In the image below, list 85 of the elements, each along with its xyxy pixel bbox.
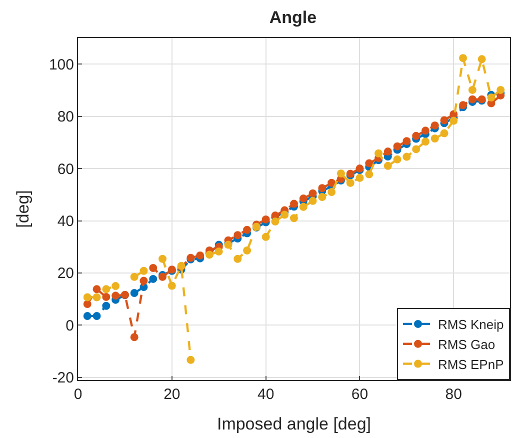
point: [318, 184, 326, 192]
point: [336, 169, 345, 178]
point: [271, 218, 280, 226]
point: [374, 149, 383, 158]
point: [112, 292, 120, 300]
x-tick-label: 40: [257, 386, 274, 403]
point: [262, 232, 270, 241]
point: [365, 170, 374, 178]
x-tick-label: 20: [164, 386, 180, 403]
point: [214, 248, 223, 256]
point: [450, 116, 458, 125]
point: [384, 162, 392, 170]
point: [328, 178, 336, 187]
point: [393, 142, 402, 150]
point: [440, 129, 448, 138]
point: [459, 54, 468, 62]
point: [262, 215, 270, 224]
point: [92, 312, 101, 320]
point: [365, 159, 374, 168]
point: [412, 132, 420, 140]
point: [102, 302, 110, 310]
point: [402, 152, 411, 161]
point: [149, 264, 158, 272]
point: [328, 188, 336, 196]
y-tick-label: 100: [48, 56, 74, 74]
point: [130, 333, 138, 342]
point: [243, 246, 252, 255]
point: [299, 194, 308, 203]
point: [430, 134, 439, 143]
point: [384, 148, 392, 156]
point: [440, 116, 448, 124]
point: [196, 251, 204, 260]
point: [412, 145, 420, 154]
y-tick-label: -20: [52, 370, 74, 387]
y-tick-label: 0: [66, 317, 74, 334]
point: [487, 94, 496, 102]
point: [186, 356, 195, 364]
y-tick-label: 20: [57, 265, 74, 282]
point: [478, 55, 486, 64]
point: [496, 86, 505, 94]
point: [83, 312, 92, 320]
point: [421, 126, 430, 135]
point: [402, 137, 411, 146]
point: [430, 121, 439, 130]
point: [102, 292, 110, 301]
point: [290, 200, 298, 208]
point: [243, 226, 252, 234]
x-axis-title: Imposed angle [deg]: [216, 414, 372, 434]
point: [83, 300, 92, 308]
y-tick-label: 40: [57, 213, 74, 230]
point: [299, 202, 308, 211]
point: [140, 266, 148, 275]
point: [158, 254, 167, 263]
legend-label: RMS Gao: [438, 336, 496, 352]
y-axis-title: [deg]: [14, 190, 33, 228]
point: [346, 178, 354, 187]
point: [290, 214, 298, 222]
point: [468, 95, 476, 104]
point: [92, 285, 101, 294]
point: [130, 272, 138, 281]
point: [308, 189, 317, 198]
point: [468, 86, 476, 94]
point: [130, 289, 138, 298]
point: [83, 293, 92, 302]
point: [140, 276, 148, 285]
x-tick-label: 80: [445, 386, 462, 403]
point: [318, 192, 326, 201]
point: [92, 293, 101, 302]
y-tick-label: 60: [57, 160, 74, 178]
point: [308, 196, 317, 205]
chart-title: Angle: [269, 8, 317, 27]
x-tick-label: 60: [351, 386, 368, 403]
point: [234, 231, 242, 240]
point: [234, 254, 242, 263]
point: [168, 282, 176, 290]
point: [393, 155, 402, 164]
point: [421, 138, 430, 146]
point: [356, 174, 364, 182]
point: [102, 285, 110, 294]
point: [280, 210, 289, 219]
y-tick-label: 80: [57, 108, 74, 126]
point: [112, 282, 120, 290]
point: [149, 274, 158, 283]
legend-label: RMS Kneip: [438, 317, 504, 332]
legend-label: RMS EPnP: [438, 356, 504, 372]
